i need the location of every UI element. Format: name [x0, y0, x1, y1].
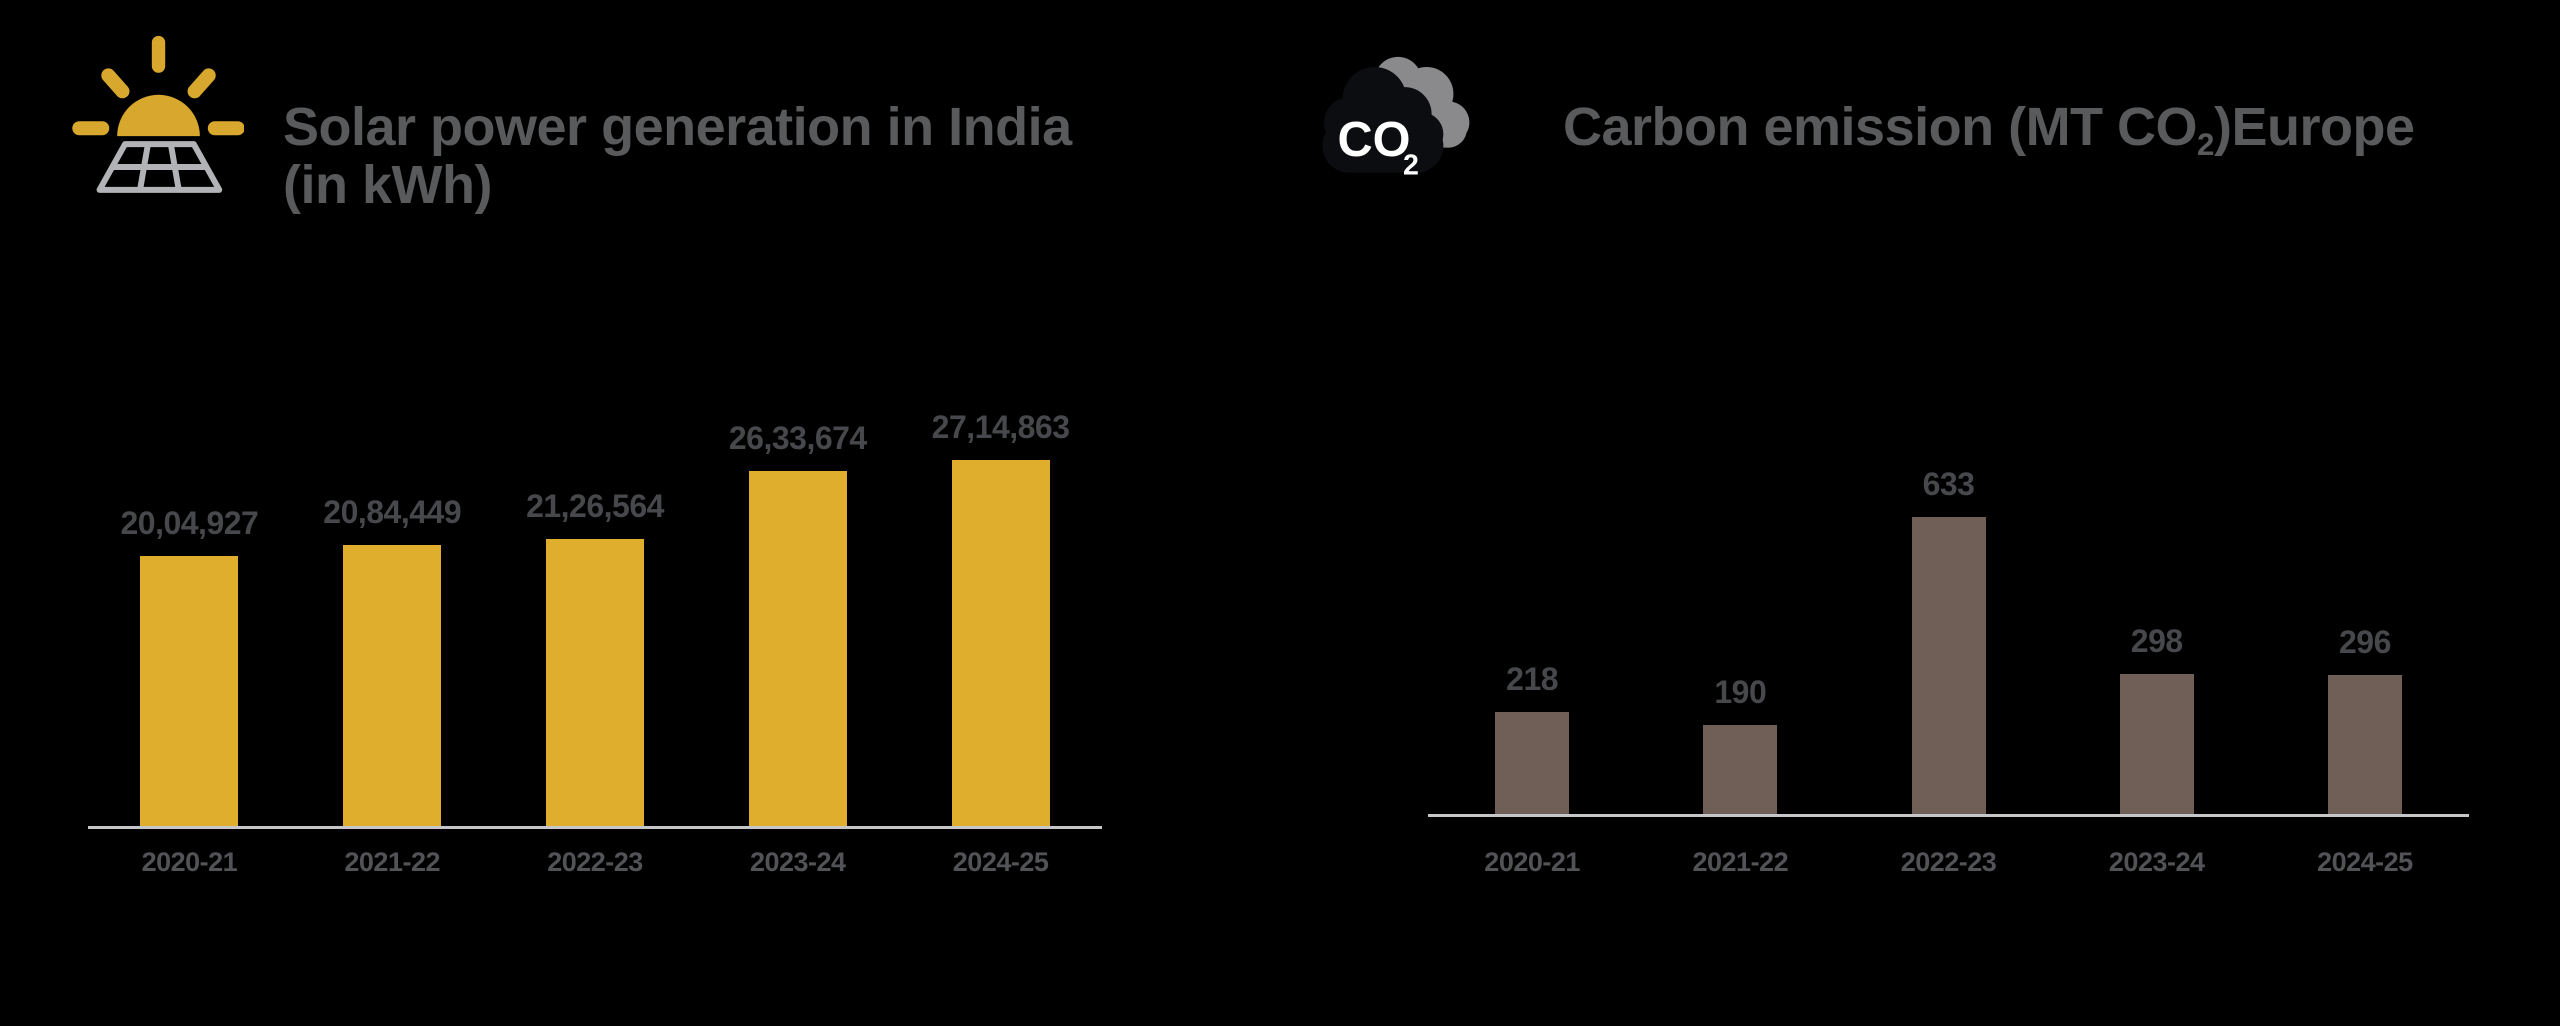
solar-panel-grid	[96, 141, 223, 193]
bar-value-label: 633	[1922, 466, 1975, 502]
bar-slot: 20,84,449	[291, 494, 494, 826]
bar-slot: 190	[1636, 674, 1844, 814]
solar-chart-title: Solar power generation in India (in kWh)	[283, 98, 1183, 214]
bar-value-label: 20,84,449	[323, 494, 462, 530]
co2-cloud-icon: CO 2	[1322, 56, 1470, 181]
carbon-x-labels: 2020-21 2021-22 2022-23 2023-24 2024-25	[1428, 847, 2469, 878]
carbon-title-suffix: )Europe	[2213, 97, 2415, 157]
bar-2021-22	[1703, 724, 1778, 814]
bar-2020-21	[140, 555, 239, 826]
bar-value-label: 26,33,674	[728, 419, 867, 456]
bar-2024-25	[951, 460, 1050, 826]
bar-slot: 296	[2261, 624, 2469, 814]
solar-bars-group: 20,04,927 20,84,449 21,26,564 26,33,674 …	[88, 409, 1102, 826]
x-axis-line	[88, 826, 1102, 829]
bar-2020-21	[1495, 711, 1570, 814]
bar-2023-24	[2119, 674, 2194, 814]
bar-slot: 298	[2053, 623, 2261, 814]
bar-2023-24	[748, 470, 847, 826]
bar-value-label: 27,14,863	[931, 409, 1070, 445]
x-tick-label: 2020-21	[1484, 847, 1580, 877]
x-tick-label: 2023-24	[2108, 847, 2205, 877]
bar-value-label: 218	[1506, 660, 1559, 697]
bar-2022-23	[545, 539, 644, 826]
bar-slot: 20,04,927	[88, 505, 291, 826]
bar-value-label: 296	[2338, 624, 2391, 661]
co2-icon-sub: 2	[1403, 149, 1419, 181]
x-tick-label: 2021-22	[1692, 847, 1789, 877]
x-axis-line	[1428, 814, 2469, 817]
x-tick-label: 2023-24	[749, 847, 846, 877]
cloud-front-shape	[1322, 66, 1444, 173]
bar-value-label: 21,26,564	[526, 488, 664, 525]
bar-slot: 633	[1844, 466, 2052, 814]
bar-slot: 27,14,863	[899, 409, 1102, 826]
bar-slot: 26,33,674	[696, 420, 899, 826]
bar-value-label: 20,04,927	[120, 504, 259, 541]
solar-title-line2: (in kWh)	[283, 155, 492, 215]
solar-x-labels: 2020-21 2021-22 2022-23 2023-24 2024-25	[88, 847, 1102, 878]
bar-value-label: 190	[1714, 673, 1767, 710]
x-tick-label: 2024-25	[2317, 847, 2413, 877]
sun-shape	[117, 94, 200, 137]
bar-2022-23	[1911, 517, 1986, 814]
carbon-title-prefix: Carbon emission (MT CO	[1563, 97, 2198, 157]
x-tick-label: 2021-22	[344, 847, 440, 877]
bar-2024-25	[2327, 675, 2402, 814]
bar-value-label: 298	[2130, 623, 2183, 660]
co2-icon-label: CO	[1338, 113, 1411, 167]
carbon-bars-group: 218 190 633 298 296	[1428, 466, 2469, 814]
bar-slot: 21,26,564	[494, 488, 697, 826]
bar-slot: 218	[1428, 661, 1636, 814]
carbon-title-subscript: 2	[2197, 127, 2214, 163]
x-tick-label: 2022-23	[547, 847, 643, 877]
solar-panel-sun-icon	[72, 35, 244, 193]
carbon-chart-title: Carbon emission (MT CO2)Europe	[1563, 98, 2513, 164]
x-tick-label: 2020-21	[141, 847, 238, 877]
solar-title-line1: Solar power generation in India	[283, 97, 1072, 157]
x-tick-label: 2022-23	[1900, 847, 1997, 877]
bar-2021-22	[343, 545, 442, 826]
x-tick-label: 2024-25	[952, 847, 1049, 877]
